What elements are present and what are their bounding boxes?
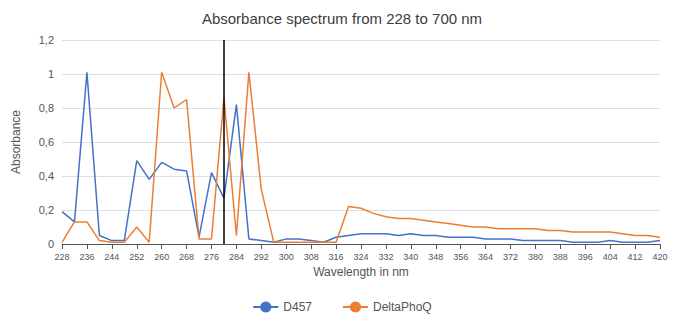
svg-text:300: 300 <box>279 252 294 262</box>
svg-text:396: 396 <box>578 252 593 262</box>
svg-text:236: 236 <box>79 252 94 262</box>
svg-text:420: 420 <box>652 252 667 262</box>
svg-text:356: 356 <box>453 252 468 262</box>
svg-text:260: 260 <box>154 252 169 262</box>
svg-text:380: 380 <box>528 252 543 262</box>
svg-text:292: 292 <box>254 252 269 262</box>
svg-text:0,6: 0,6 <box>39 136 54 148</box>
svg-text:308: 308 <box>304 252 319 262</box>
svg-text:0: 0 <box>48 238 54 250</box>
svg-text:Absorbance: Absorbance <box>9 110 23 174</box>
svg-text:Wavelength in nm: Wavelength in nm <box>313 265 409 279</box>
svg-text:332: 332 <box>378 252 393 262</box>
svg-text:D457: D457 <box>283 300 312 314</box>
svg-text:244: 244 <box>104 252 119 262</box>
svg-text:1,2: 1,2 <box>39 34 54 46</box>
svg-text:404: 404 <box>603 252 618 262</box>
svg-text:DeltaPhoQ: DeltaPhoQ <box>373 300 432 314</box>
svg-text:268: 268 <box>179 252 194 262</box>
svg-text:228: 228 <box>54 252 69 262</box>
svg-text:388: 388 <box>553 252 568 262</box>
svg-text:1: 1 <box>48 68 54 80</box>
svg-text:0,2: 0,2 <box>39 204 54 216</box>
svg-text:276: 276 <box>204 252 219 262</box>
svg-text:252: 252 <box>129 252 144 262</box>
svg-text:316: 316 <box>329 252 344 262</box>
svg-text:348: 348 <box>428 252 443 262</box>
svg-text:0,8: 0,8 <box>39 102 54 114</box>
svg-text:0,4: 0,4 <box>39 170 54 182</box>
svg-text:372: 372 <box>503 252 518 262</box>
svg-text:364: 364 <box>478 252 493 262</box>
svg-text:412: 412 <box>628 252 643 262</box>
svg-text:Absorbance spectrum from 228 t: Absorbance spectrum from 228 to 700 nm <box>202 10 482 27</box>
svg-text:284: 284 <box>229 252 244 262</box>
svg-text:340: 340 <box>403 252 418 262</box>
svg-text:324: 324 <box>353 252 368 262</box>
